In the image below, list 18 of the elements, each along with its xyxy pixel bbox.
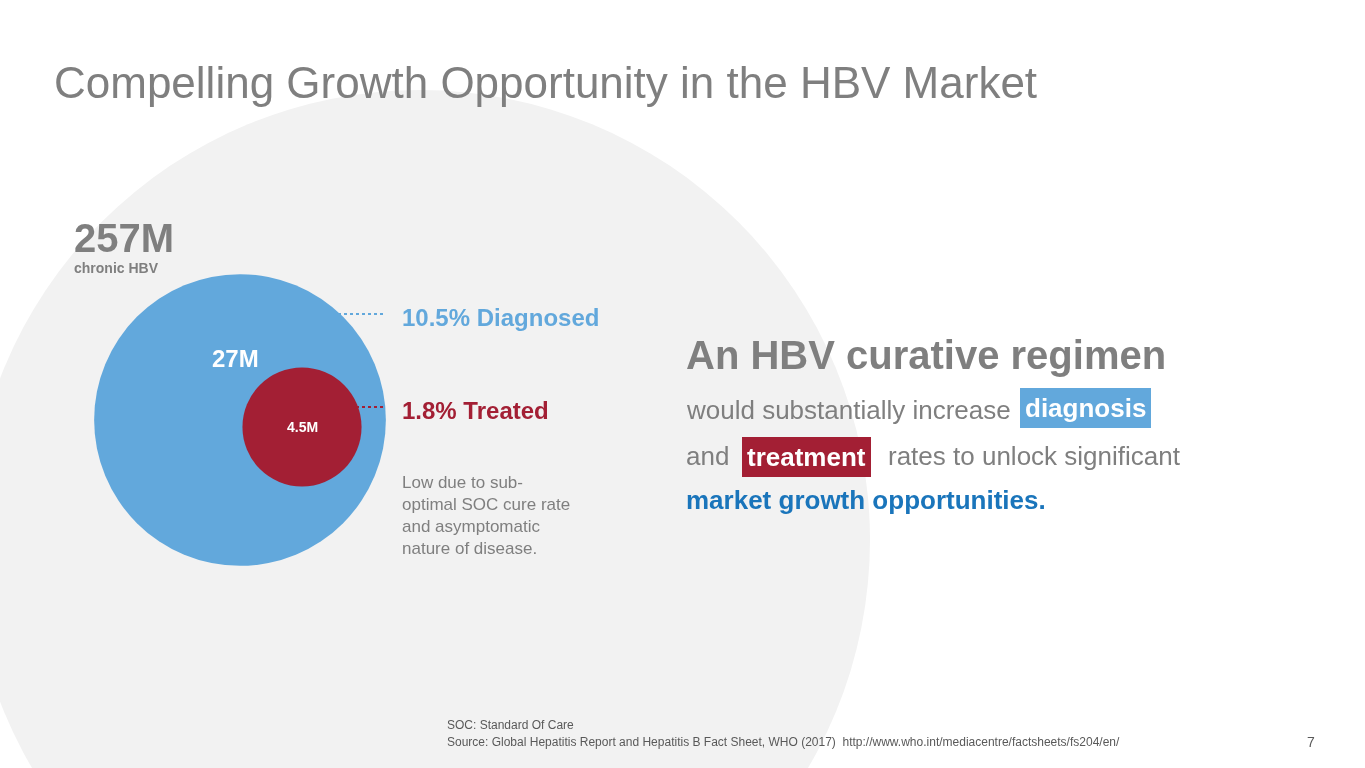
data-label: 4.5M [287, 419, 319, 435]
data-label: 27M [212, 345, 259, 372]
text: diagnosis [1025, 393, 1147, 423]
text: would substantially increase [686, 395, 1011, 425]
text: market growth opportunities. [686, 485, 1046, 515]
source-note: Source: Global Hepatitis Report and Hepatitis B Fact Sheet, WHO (2017) http://www.who.int/mediacentre/factsheets/fs204/en/ [447, 735, 1120, 749]
text: treatment [747, 442, 866, 472]
text: Low due to sub-optimal SOC cure rate and asymptomatic nature of disease. [402, 473, 571, 559]
data-label: 257M [74, 216, 175, 260]
text: Compelling Growth Opportunity in the HBV Market [54, 58, 1038, 107]
text: An HBV curative regimen [686, 333, 1167, 377]
text: rates to unlock significant [888, 441, 1181, 471]
text: and [686, 441, 730, 471]
text: 1.8% Treated [402, 397, 549, 424]
category-label: chronic HBV [74, 260, 159, 276]
text: 7 [1307, 734, 1315, 750]
text: 10.5% Diagnosed [402, 304, 600, 331]
text: SOC: Standard Of Care [447, 718, 575, 732]
